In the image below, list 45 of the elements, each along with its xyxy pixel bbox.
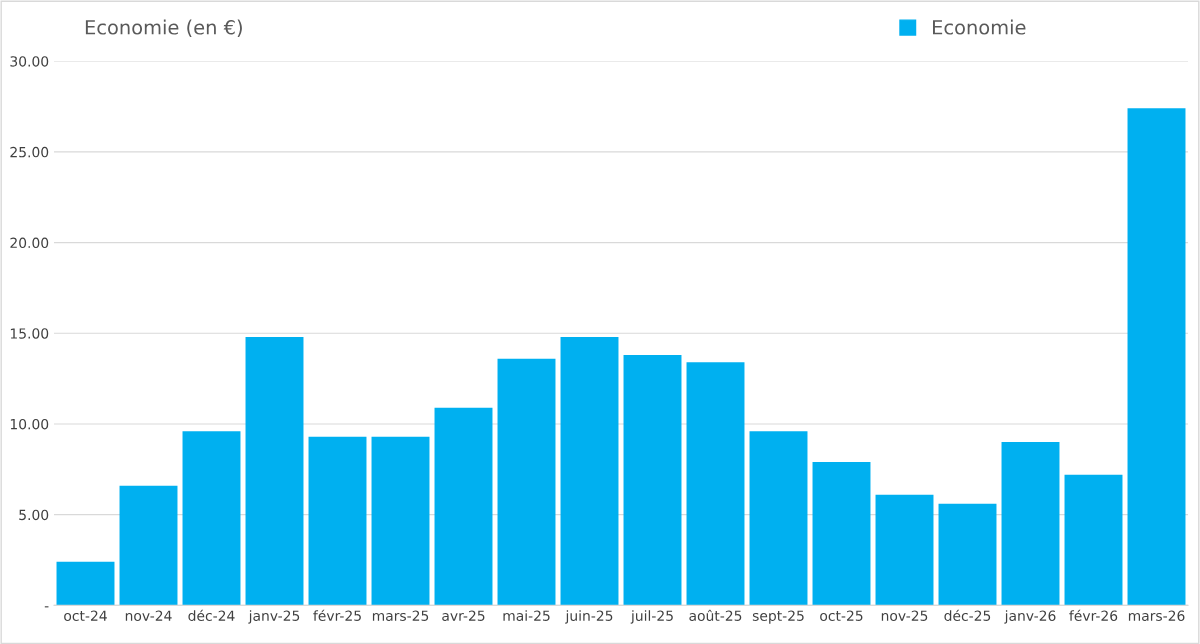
chart-title: Economie (en €) [85, 19, 242, 37]
bar [875, 494, 934, 606]
bar [371, 436, 430, 606]
y-tick-label: 30.00 [10, 56, 49, 67]
x-tick-label: juin-25 [565, 610, 613, 624]
bar [56, 561, 115, 606]
legend-label: Economie [933, 19, 1026, 35]
y-tick-label: 15.00 [10, 328, 49, 339]
x-tick-label: déc-25 [944, 609, 991, 621]
x-tick-label: févr-25 [313, 609, 361, 621]
x-tick-label: mars-26 [1128, 610, 1185, 621]
bar [1127, 108, 1186, 606]
x-tick-label: nov-24 [125, 610, 172, 621]
x-tick-label: janv-26 [1004, 610, 1056, 624]
x-tick-label: oct-24 [64, 610, 107, 621]
x-tick-label: sept-25 [752, 610, 804, 624]
x-tick-label: mars-25 [372, 610, 429, 621]
y-tick-label: 20.00 [10, 237, 49, 249]
x-tick-label: janv-25 [248, 610, 300, 624]
x-tick-label: déc-24 [188, 609, 235, 621]
bar [1064, 474, 1123, 606]
x-tick-label: juil-25 [630, 610, 673, 624]
bar [686, 362, 745, 606]
bar [308, 436, 367, 606]
bar [182, 431, 241, 606]
bar [749, 431, 808, 606]
bar [1001, 442, 1060, 606]
bar [119, 485, 178, 606]
x-tick-label: févr-26 [1069, 609, 1118, 621]
bar [812, 462, 871, 606]
y-tick-label: 25.00 [10, 146, 49, 158]
bar [938, 503, 997, 606]
x-tick-label: août-25 [689, 609, 742, 621]
x-tick-label: nov-25 [881, 610, 928, 621]
y-tick-label: - [44, 606, 49, 608]
bar [245, 336, 304, 606]
bar [434, 407, 493, 606]
x-tick-label: oct-25 [820, 610, 863, 621]
bar [560, 336, 619, 606]
bar [497, 358, 556, 606]
y-tick-label: 5.00 [19, 509, 49, 521]
bar [623, 355, 682, 606]
x-tick-label: avr-25 [442, 610, 485, 621]
y-tick-label: 10.00 [10, 418, 49, 430]
x-tick-label: mai-25 [503, 610, 550, 621]
